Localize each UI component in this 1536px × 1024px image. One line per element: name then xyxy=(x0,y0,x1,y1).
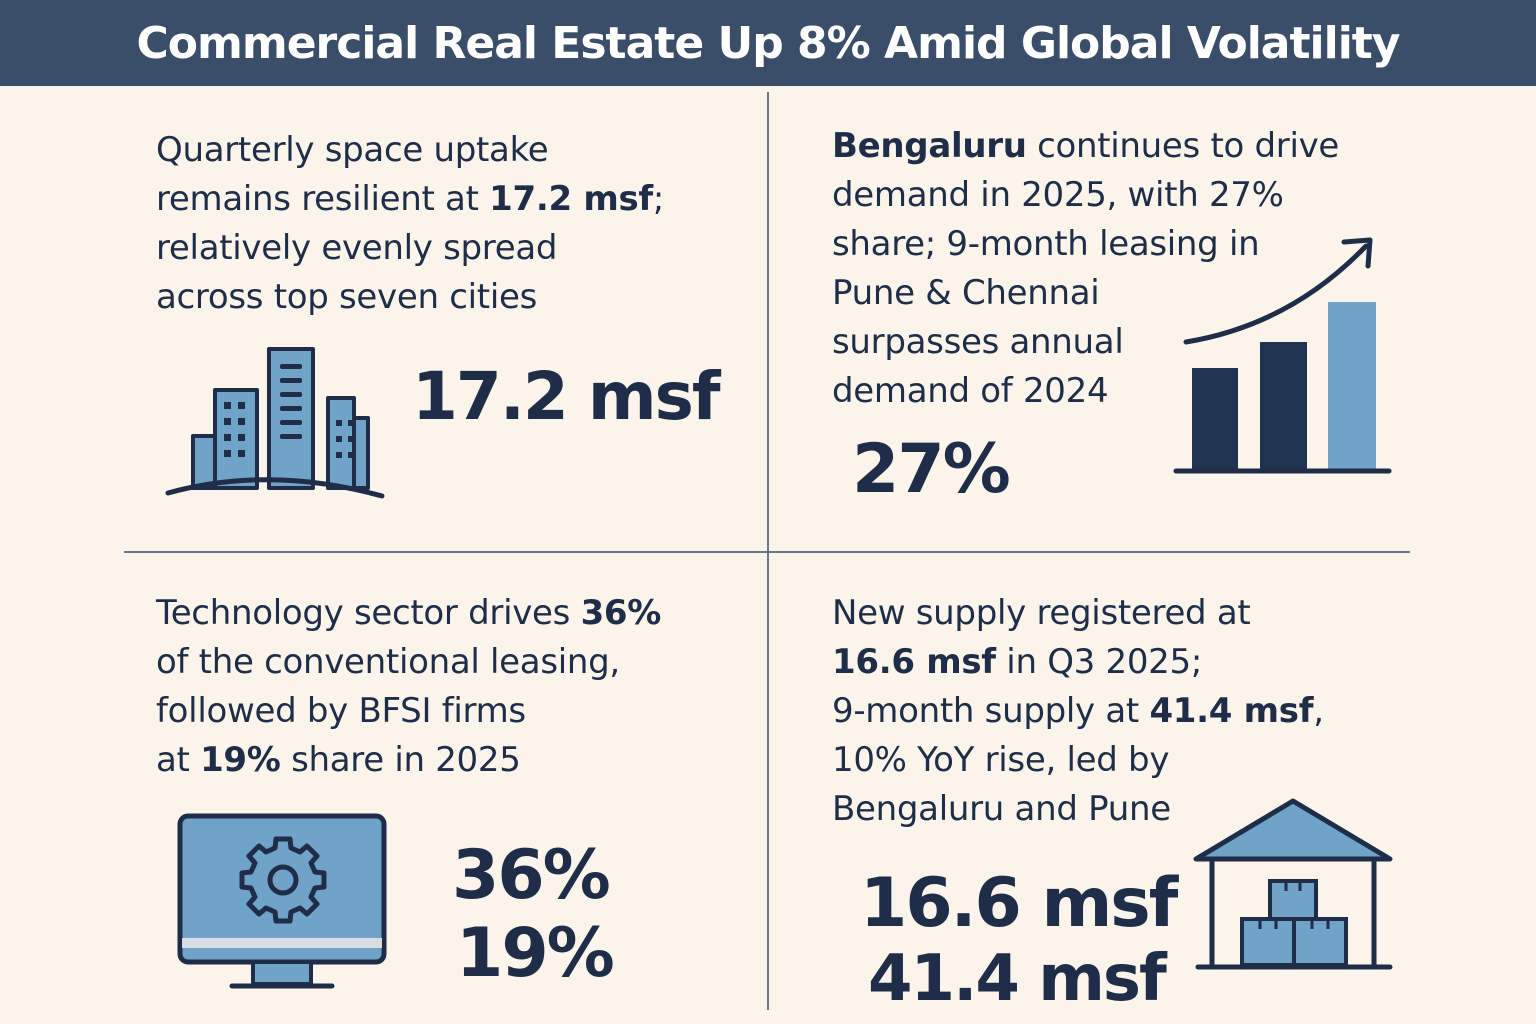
text-line: share; 9-month leasing in xyxy=(832,224,1260,264)
panel-technology-text: Technology sector drives 36% of the conv… xyxy=(156,589,661,785)
bar-chart-growth-icon xyxy=(1173,237,1392,474)
text-line: at 19% share in 2025 xyxy=(156,736,661,785)
stat-q3-supply: 16.6 msf xyxy=(860,864,1178,943)
text-line: Technology sector drives 36% xyxy=(156,589,661,638)
text-line: followed by BFSI firms xyxy=(156,691,526,731)
text-line: 10% YoY rise, led by xyxy=(832,740,1170,780)
highlight-value: 41.4 msf xyxy=(1149,691,1314,731)
monitor-gear-icon xyxy=(177,813,387,989)
text-span: at xyxy=(156,740,201,780)
highlight-value: 19% xyxy=(200,740,281,780)
highlight-value: Bengaluru xyxy=(832,126,1027,166)
text-span: continues to drive xyxy=(1026,126,1340,166)
text-line: remains resilient at 17.2 msf; xyxy=(156,175,664,224)
panel-new-supply-text: New supply registered at 16.6 msf in Q3 … xyxy=(832,589,1324,834)
stat-bengaluru-share: 27% xyxy=(852,430,1011,509)
warehouse-boxes-icon xyxy=(1193,798,1393,970)
text-line: 16.6 msf in Q3 2025; xyxy=(832,638,1324,687)
text-line: demand of 2024 xyxy=(832,371,1109,411)
stat-space-uptake: 17.2 msf xyxy=(412,358,721,435)
stat-bfsi-share: 19% xyxy=(456,914,615,993)
text-span: , xyxy=(1313,691,1324,731)
horizontal-divider xyxy=(124,551,1410,553)
text-span: remains resilient at xyxy=(156,179,490,219)
text-span: share in 2025 xyxy=(280,740,521,780)
highlight-value: 36% xyxy=(580,593,662,633)
page-title: Commercial Real Estate Up 8% Amid Global… xyxy=(136,17,1400,69)
text-line: Quarterly space uptake xyxy=(156,130,549,170)
text-line: demand in 2025, with 27% xyxy=(832,175,1284,215)
text-line: of the conventional leasing, xyxy=(156,642,620,682)
text-line: Bengaluru continues to drive xyxy=(832,122,1339,171)
text-line: across top seven cities xyxy=(156,277,537,317)
panel-space-uptake-text: Quarterly space uptake remains resilient… xyxy=(156,126,664,322)
panel-bengaluru-text: Bengaluru continues to drive demand in 2… xyxy=(832,122,1339,416)
text-line: New supply registered at xyxy=(832,593,1251,633)
text-span: ; xyxy=(652,179,665,219)
text-span: in Q3 2025; xyxy=(995,642,1202,682)
stat-nine-month-supply: 41.4 msf xyxy=(868,942,1167,1016)
stat-technology-share: 36% xyxy=(452,836,611,915)
text-line: 9-month supply at 41.4 msf, xyxy=(832,687,1324,736)
text-line: relatively evenly spread xyxy=(156,228,558,268)
text-span: 9-month supply at xyxy=(832,691,1150,731)
highlight-value: 16.6 msf xyxy=(832,642,996,682)
text-span: Technology sector drives xyxy=(156,593,581,633)
text-line: surpasses annual xyxy=(832,322,1124,362)
highlight-value: 17.2 msf xyxy=(489,179,653,219)
text-line: Bengaluru and Pune xyxy=(832,789,1171,829)
header-banner: Commercial Real Estate Up 8% Amid Global… xyxy=(0,0,1536,86)
city-buildings-icon xyxy=(165,347,385,499)
text-line: Pune & Chennai xyxy=(832,273,1100,313)
